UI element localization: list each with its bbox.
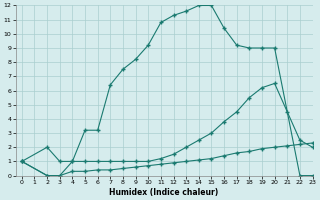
X-axis label: Humidex (Indice chaleur): Humidex (Indice chaleur) (109, 188, 219, 197)
